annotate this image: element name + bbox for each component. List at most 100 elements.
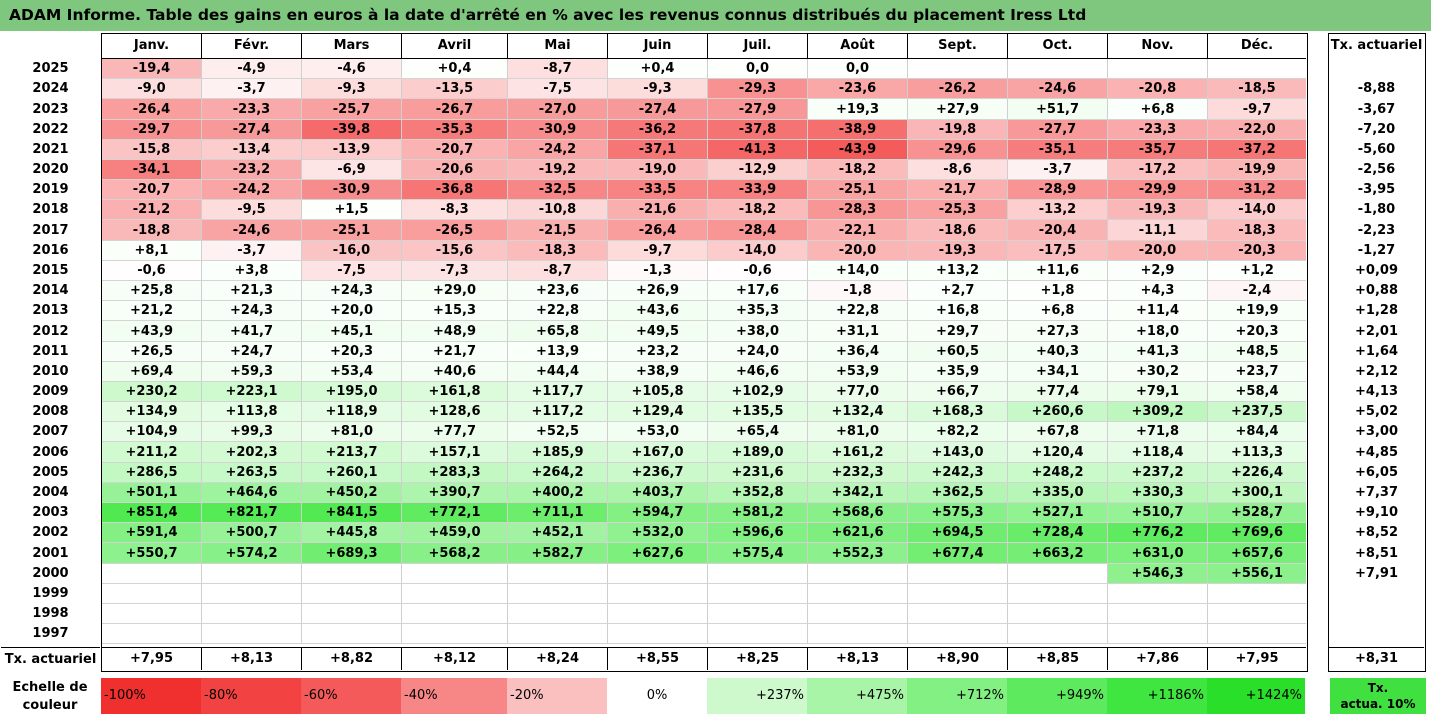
- gain-cell: -20,7: [102, 180, 202, 200]
- table-row: -34,1 -23,2 -6,9 -20,6 -19,2 -19,0 -12,9 -18,2-…: [102, 160, 1306, 180]
- gain-cell: +663,2: [1008, 543, 1108, 564]
- gain-cell: [508, 584, 608, 604]
- footer-rate-value: +8,24: [508, 648, 608, 670]
- gain-cell: -26,4: [102, 99, 202, 120]
- gain-cell: -21,5: [508, 220, 608, 241]
- gain-cell: -1,8: [808, 281, 908, 301]
- gain-cell: +528,7: [1208, 503, 1306, 523]
- gain-cell: +81,0: [808, 422, 908, 442]
- gain-cell: +851,4: [102, 503, 202, 523]
- year-label: 2018: [32, 202, 69, 217]
- rate-value: +5,02: [1355, 404, 1398, 419]
- year-label: 2012: [32, 324, 69, 339]
- gain-cell: +390,7: [402, 483, 508, 503]
- gain-cell: +185,9: [508, 442, 608, 463]
- scale-rate-line2: actua. 10%: [1340, 697, 1416, 711]
- gain-cell: -14,0: [708, 241, 808, 261]
- gain-cell: [808, 584, 908, 604]
- gain-cell: +552,3: [808, 543, 908, 564]
- gain-cell: +237,5: [1208, 402, 1306, 422]
- table-row: -29,7 -27,4 -39,8 -35,3 -30,9 -36,2 -37,8 -38,9…: [102, 120, 1306, 140]
- footer-rate-value: +7,86: [1108, 648, 1208, 670]
- gain-cell: -25,1: [302, 220, 402, 241]
- gain-cell: +728,4: [1008, 523, 1108, 543]
- gain-cell: +237,2: [1108, 463, 1208, 483]
- gain-cell: +22,8: [508, 301, 608, 321]
- footer-rate-value: +8,12: [402, 648, 508, 670]
- gain-cell: +631,0: [1108, 543, 1208, 564]
- gain-cell: [402, 624, 508, 644]
- month-header: Mars: [302, 34, 402, 58]
- scale-swatch: +712%: [907, 678, 1007, 714]
- gain-cell: +21,3: [202, 281, 302, 301]
- gain-cell: -35,3: [402, 120, 508, 140]
- rate-value: +0,88: [1355, 283, 1398, 298]
- footer-rate-value: +7,95: [102, 648, 202, 670]
- gain-cell: +117,7: [508, 382, 608, 402]
- gain-cell: +29,0: [402, 281, 508, 301]
- gain-cell: +52,5: [508, 422, 608, 442]
- year-label: 2004: [32, 485, 69, 500]
- gain-cell: +48,5: [1208, 342, 1306, 362]
- gain-cell: +195,0: [302, 382, 402, 402]
- gain-cell: +24,7: [202, 342, 302, 362]
- rate-value: [1329, 584, 1424, 604]
- gain-cell: +248,2: [1008, 463, 1108, 483]
- gain-cell: +99,3: [202, 422, 302, 442]
- gain-cell: -27,4: [202, 120, 302, 140]
- gain-cell: -22,1: [808, 220, 908, 241]
- gain-cell: +143,0: [908, 442, 1008, 463]
- gain-cell: +286,5: [102, 463, 202, 483]
- table-row: +104,9 +99,3 +81,0 +77,7 +52,5 +53,0 +65,4 +81,…: [102, 422, 1306, 442]
- gain-cell: +167,0: [608, 442, 708, 463]
- gain-cell: [908, 604, 1008, 624]
- gain-cell: -24,6: [202, 220, 302, 241]
- year-label: 2002: [32, 525, 69, 540]
- gain-cell: -9,5: [202, 200, 302, 220]
- gain-cell: -18,8: [102, 220, 202, 241]
- gain-cell: +575,4: [708, 543, 808, 564]
- rate-value: -7,20: [1357, 122, 1396, 137]
- gain-cell: -18,5: [1208, 79, 1306, 99]
- gain-cell: +105,8: [608, 382, 708, 402]
- gain-cell: -20,4: [1008, 220, 1108, 241]
- rate-value: +6,05: [1355, 465, 1398, 480]
- gain-cell: -29,7: [102, 120, 202, 140]
- gain-cell: [608, 604, 708, 624]
- month-header: Août: [808, 34, 908, 58]
- footer-rate-value: +7,95: [1208, 648, 1306, 670]
- table-row: [102, 604, 1306, 624]
- gain-cell: +35,3: [708, 301, 808, 321]
- month-header: Déc.: [1208, 34, 1306, 58]
- gain-cell: [908, 624, 1008, 644]
- gain-cell: +19,3: [808, 99, 908, 120]
- scale-swatch: 0%: [607, 678, 707, 714]
- year-label: 2013: [32, 303, 69, 318]
- month-header: Févr.: [202, 34, 302, 58]
- gain-cell: +581,2: [708, 503, 808, 523]
- gain-cell: +16,8: [908, 301, 1008, 321]
- gain-cell: [808, 624, 908, 644]
- gain-cell: -7,3: [402, 261, 508, 281]
- footer-rate-label: Tx. actuariel: [1, 647, 100, 671]
- gain-cell: -19,2: [508, 160, 608, 180]
- table-row: +230,2 +223,1 +195,0 +161,8 +117,7 +105,8 +102…: [102, 382, 1306, 402]
- gain-cell: -13,4: [202, 140, 302, 160]
- rate-value: -2,56: [1357, 162, 1396, 177]
- gain-cell: -20,3: [1208, 241, 1306, 261]
- rate-value: +4,13: [1355, 384, 1398, 399]
- gain-cell: +113,8: [202, 402, 302, 422]
- year-label: 2020: [32, 162, 69, 177]
- gain-cell: +232,3: [808, 463, 908, 483]
- gain-cell: +335,0: [1008, 483, 1108, 503]
- gain-cell: +25,8: [102, 281, 202, 301]
- gain-cell: +118,4: [1108, 442, 1208, 463]
- gain-cell: [1208, 604, 1306, 624]
- footer-rate-value: +8,13: [808, 648, 908, 670]
- footer-rate-value: +8,85: [1008, 648, 1108, 670]
- scale-swatch: +237%: [707, 678, 807, 714]
- rate-column: Tx. actuariel -8,88 -3,67 -7,20 -5,60 -2,56 -…: [1328, 33, 1426, 672]
- gain-cell: -30,9: [508, 120, 608, 140]
- gain-cell: +161,8: [402, 382, 508, 402]
- rate-footer-value: +8,31: [1329, 647, 1424, 670]
